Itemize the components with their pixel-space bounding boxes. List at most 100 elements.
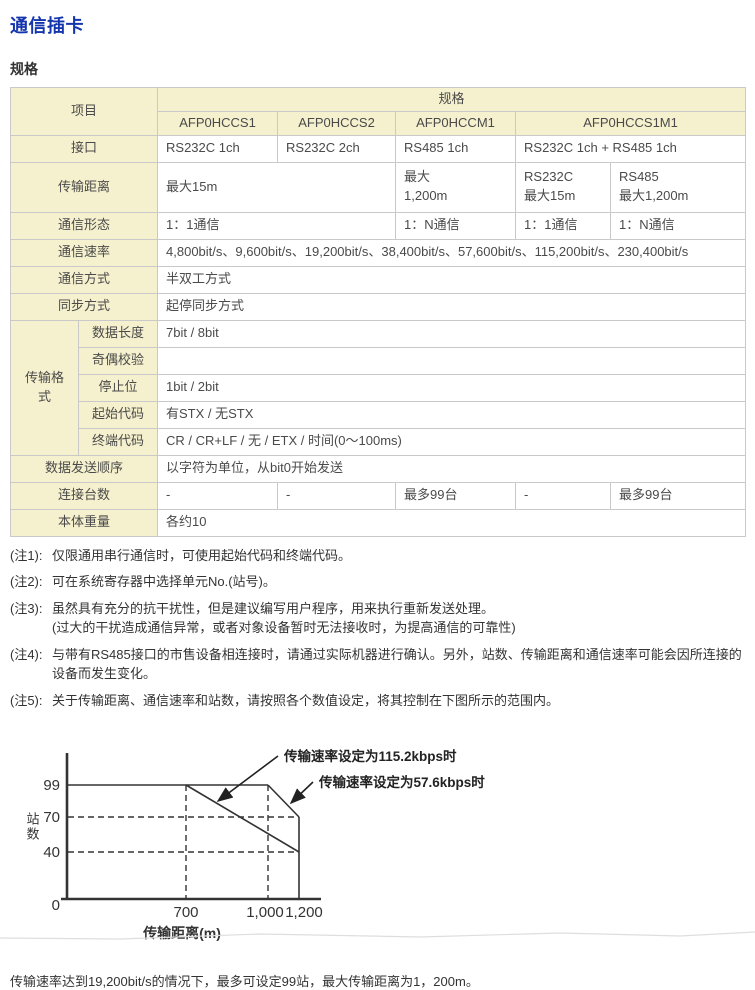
y-tick-40: 40 — [43, 844, 60, 861]
parity-cell — [158, 347, 746, 374]
distance-line: 最大15m — [524, 187, 602, 206]
row-label-start-code: 起始代码 — [79, 401, 158, 428]
note-label: (注2): — [10, 572, 52, 592]
y-axis-label: 站数 — [25, 812, 40, 842]
table-row: 奇偶校验 — [11, 347, 746, 374]
note-4: (注4): 与带有RS485接口的市售设备相连接时，请通过实际机器进行确认。另外… — [10, 645, 745, 684]
section-heading-specs: 规格 — [10, 59, 745, 79]
distance-line: RS485 — [619, 168, 737, 187]
unit-count-cell: - — [516, 482, 611, 509]
distance-cell: RS485 最大1,200m — [611, 162, 746, 212]
table-row: 停止位 1bit / 2bit — [11, 374, 746, 401]
note-label: (注1): — [10, 546, 52, 566]
note-2: (注2): 可在系统寄存器中选择单元No.(站号)。 — [10, 572, 745, 592]
table-row: 终端代码 CR / CR+LF / 无 / ETX / 时间(0～100ms) — [11, 428, 746, 455]
note-text: 可在系统寄存器中选择单元No.(站号)。 — [52, 572, 745, 592]
note-label: (注3): — [10, 599, 52, 638]
comm-mode-cell: 1：N通信 — [396, 212, 516, 239]
header-item: 项目 — [11, 88, 158, 136]
spec-table: 项目 规格 AFP0HCCS1 AFP0HCCS2 AFP0HCCM1 AFP0… — [10, 87, 746, 537]
series-115kbps-line — [186, 785, 299, 852]
table-row: 本体重量 各约10 — [11, 509, 746, 536]
note-5: (注5): 关于传输距离、通信速率和站数，请按照各个数值设定，将其控制在下图所示… — [10, 691, 745, 711]
row-label-distance: 传输距离 — [11, 162, 158, 212]
chart-svg: 99 70 40 0 700 1,000 1,200 站数 传输距离(m) 传输… — [10, 740, 555, 952]
comm-mode-cell: 1：N通信 — [611, 212, 746, 239]
table-row: 通信速率 4,800bit/s、9,600bit/s、19,200bit/s、3… — [11, 239, 746, 266]
page-title: 通信插卡 — [10, 12, 745, 38]
note-text: 与带有RS485接口的市售设备相连接时，请通过实际机器进行确认。另外，站数、传输… — [52, 645, 745, 684]
note-1: (注1): 仅限通用串行通信时，可使用起始代码和终端代码。 — [10, 546, 745, 566]
header-spec: 规格 — [158, 88, 746, 112]
note-text-line: (过大的干扰造成通信异常，或者对象设备暂时无法接收时，为提高通信的可靠性) — [52, 618, 745, 638]
distance-line: RS232C — [524, 168, 602, 187]
x-tick-700: 700 — [173, 904, 198, 921]
stop-bit-cell: 1bit / 2bit — [158, 374, 746, 401]
table-row: 接口 RS232C 1ch RS232C 2ch RS485 1ch RS232… — [11, 135, 746, 162]
chart-caption: 传输速率达到19,200bit/s的情况下，最多可设定99站，最大传输距离为1，… — [10, 971, 745, 990]
table-row: 项目 规格 — [11, 88, 746, 112]
x-tick-1200: 1,200 — [285, 904, 323, 921]
row-label-parity: 奇偶校验 — [79, 347, 158, 374]
interface-cell: RS485 1ch — [396, 135, 516, 162]
unit-count-cell: 最多99台 — [396, 482, 516, 509]
distance-cell: 最大15m — [158, 162, 396, 212]
annotation-arrow-57kbps — [291, 782, 313, 803]
distance-line: 最大1,200m — [619, 187, 737, 206]
row-label-format-group: 传输格式 — [11, 320, 79, 455]
y-tick-70: 70 — [43, 809, 60, 826]
y-tick-99: 99 — [43, 777, 60, 794]
send-order-cell: 以字符为单位，从bit0开始发送 — [158, 455, 746, 482]
weight-cell: 各约10 — [158, 509, 746, 536]
interface-cell: RS232C 1ch + RS485 1ch — [516, 135, 746, 162]
unit-count-cell: - — [158, 482, 278, 509]
end-code-cell: CR / CR+LF / 无 / ETX / 时间(0～100ms) — [158, 428, 746, 455]
row-label-send-order: 数据发送顺序 — [11, 455, 158, 482]
interface-cell: RS232C 2ch — [278, 135, 396, 162]
notes-section: (注1): 仅限通用串行通信时，可使用起始代码和终端代码。 (注2): 可在系统… — [10, 546, 745, 711]
note-text: 虽然具有充分的抗干扰性，但是建议编写用户程序，用来执行重新发送处理。 (过大的干… — [52, 599, 745, 638]
row-label-unit-count: 连接台数 — [11, 482, 158, 509]
torn-edge-decoration — [0, 927, 755, 941]
distance-cell: RS232C 最大15m — [516, 162, 611, 212]
table-row: 起始代码 有STX / 无STX — [11, 401, 746, 428]
row-label-comm-mode: 通信形态 — [11, 212, 158, 239]
header-model-afp0hccs2: AFP0HCCS2 — [278, 111, 396, 135]
x-tick-1000: 1,000 — [246, 904, 284, 921]
note-label: (注4): — [10, 645, 52, 684]
annotation-57kbps: 传输速率设定为57.6kbps时 — [318, 774, 485, 790]
note-text: 仅限通用串行通信时，可使用起始代码和终端代码。 — [52, 546, 745, 566]
sync-method-cell: 起停同步方式 — [158, 293, 746, 320]
row-label-stop-bit: 停止位 — [79, 374, 158, 401]
row-label-sync-method: 同步方式 — [11, 293, 158, 320]
header-model-afp0hccm1: AFP0HCCM1 — [396, 111, 516, 135]
note-text-line: 虽然具有充分的抗干扰性，但是建议编写用户程序，用来执行重新发送处理。 — [52, 599, 745, 619]
row-label-comm-speed: 通信速率 — [11, 239, 158, 266]
comm-mode-cell: 1：1通信 — [516, 212, 611, 239]
station-distance-chart: 99 70 40 0 700 1,000 1,200 站数 传输距离(m) 传输… — [10, 740, 745, 957]
row-label-comm-method: 通信方式 — [11, 266, 158, 293]
start-code-cell: 有STX / 无STX — [158, 401, 746, 428]
distance-line: 1,200m — [404, 187, 507, 206]
series-57kbps-line — [268, 785, 299, 817]
row-label-weight: 本体重量 — [11, 509, 158, 536]
note-text: 关于传输距离、通信速率和站数，请按照各个数值设定，将其控制在下图所示的范围内。 — [52, 691, 745, 711]
interface-cell: RS232C 1ch — [158, 135, 278, 162]
row-label-interface: 接口 — [11, 135, 158, 162]
table-row: 通信方式 半双工方式 — [11, 266, 746, 293]
distance-cell: 最大 1,200m — [396, 162, 516, 212]
comm-method-cell: 半双工方式 — [158, 266, 746, 293]
distance-line: 最大 — [404, 168, 507, 187]
y-tick-0: 0 — [52, 897, 60, 914]
unit-count-cell: - — [278, 482, 396, 509]
data-length-cell: 7bit / 8bit — [158, 320, 746, 347]
table-row: 同步方式 起停同步方式 — [11, 293, 746, 320]
table-row: 传输格式 数据长度 7bit / 8bit — [11, 320, 746, 347]
table-row: 连接台数 - - 最多99台 - 最多99台 — [11, 482, 746, 509]
row-label-data-length: 数据长度 — [79, 320, 158, 347]
table-row: 通信形态 1：1通信 1：N通信 1：1通信 1：N通信 — [11, 212, 746, 239]
unit-count-cell: 最多99台 — [611, 482, 746, 509]
row-label-end-code: 终端代码 — [79, 428, 158, 455]
comm-speed-cell: 4,800bit/s、9,600bit/s、19,200bit/s、38,400… — [158, 239, 746, 266]
